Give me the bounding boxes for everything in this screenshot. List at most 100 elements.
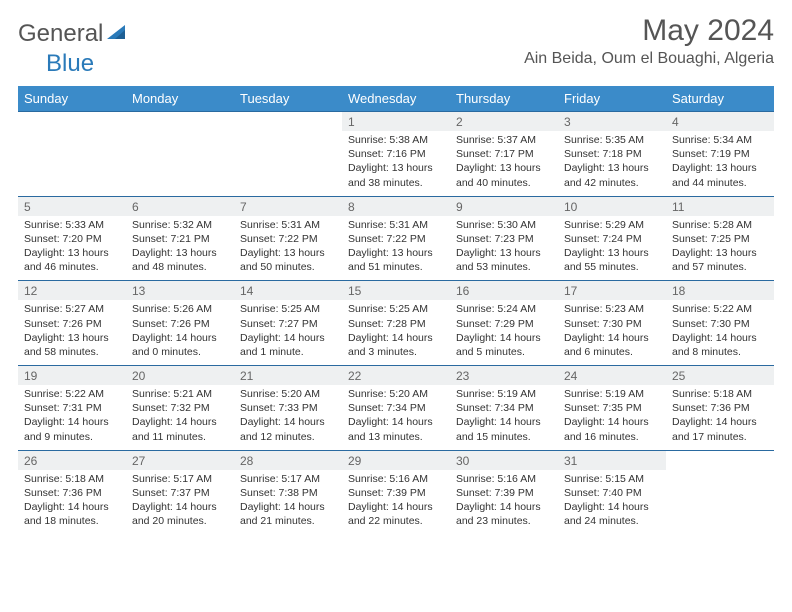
day-detail-cell: Sunrise: 5:27 AMSunset: 7:26 PMDaylight:… <box>18 300 126 365</box>
daylight-text-1: Daylight: 13 hours <box>24 331 120 345</box>
daylight-text-1: Daylight: 13 hours <box>564 246 660 260</box>
day-detail-row: Sunrise: 5:27 AM Sunset: 7:26 PM Daylight:… <box>18 300 774 365</box>
daylight-text-2: and 0 minutes. <box>132 345 228 359</box>
day-detail-row: Sunrise: 5:38 AMSunset: 7:16 PMDaylight:… <box>18 131 774 196</box>
sunrise-text: Sunrise: 5:27 AM <box>24 302 120 316</box>
day-detail-row: Sunrise: 5:22 AMSunset: 7:31 PMDaylight:… <box>18 385 774 450</box>
logo-text-blue: Blue <box>46 50 94 78</box>
day-number-cell: 11 <box>666 196 774 216</box>
daylight-text-2: and 6 minutes. <box>564 345 660 359</box>
sunset-text: Sunset: 7:39 PM <box>456 486 552 500</box>
weekday-header-row: Sunday Monday Tuesday Wednesday Thursday… <box>18 86 774 112</box>
day-number-cell: 18 <box>666 281 774 301</box>
sunset-text: Sunset: 7:39 PM <box>348 486 444 500</box>
sunset-text: Sunset: 7:24 PM <box>564 232 660 246</box>
daylight-text-2: and 13 minutes. <box>348 430 444 444</box>
sunset-text: Sunset: 7:27 PM <box>240 317 336 331</box>
daylight-text-2: and 17 minutes. <box>672 430 768 444</box>
day-number-cell: 10 <box>558 196 666 216</box>
daylight-text-2: and 8 minutes. <box>672 345 768 359</box>
daylight-text-2: and 24 minutes. <box>564 514 660 528</box>
sunrise-text: Sunrise: 5:29 AM <box>564 218 660 232</box>
sunset-text: Sunset: 7:18 PM <box>564 147 660 161</box>
day-number-cell: 26 <box>18 450 126 470</box>
day-detail-cell: Sunrise: 5:35 AMSunset: 7:18 PMDaylight:… <box>558 131 666 196</box>
day-detail-cell: Sunrise: 5:16 AMSunset: 7:39 PMDaylight:… <box>450 470 558 535</box>
day-number-cell: 1 <box>342 112 450 132</box>
sunrise-text: Sunrise: 5:18 AM <box>24 472 120 486</box>
sunset-text: Sunset: 7:28 PM <box>348 317 444 331</box>
day-number-cell: 29 <box>342 450 450 470</box>
daylight-text-1: Daylight: 14 hours <box>564 415 660 429</box>
day-number-cell: 3 <box>558 112 666 132</box>
daylight-text-1: Daylight: 13 hours <box>24 246 120 260</box>
weekday-header: Saturday <box>666 86 774 112</box>
sunrise-text: Sunrise: 5:19 AM <box>456 387 552 401</box>
day-detail-cell: Sunrise: 5:29 AMSunset: 7:24 PMDaylight:… <box>558 216 666 281</box>
day-number-cell: 5 <box>18 196 126 216</box>
sunrise-text: Sunrise: 5:23 AM <box>564 302 660 316</box>
day-detail-cell <box>126 131 234 196</box>
day-number-cell: 2 <box>450 112 558 132</box>
daylight-text-1: Daylight: 14 hours <box>24 415 120 429</box>
daylight-text-1: Daylight: 13 hours <box>456 161 552 175</box>
sunrise-text: Sunrise: 5:28 AM <box>672 218 768 232</box>
calendar-table: Sunday Monday Tuesday Wednesday Thursday… <box>18 86 774 534</box>
day-number-cell: 28 <box>234 450 342 470</box>
daylight-text-2: and 9 minutes. <box>24 430 120 444</box>
daylight-text-2: and 58 minutes. <box>24 345 120 359</box>
daylight-text-2: and 46 minutes. <box>24 260 120 274</box>
day-detail-cell: Sunrise: 5:23 AMSunset: 7:30 PMDaylight:… <box>558 300 666 365</box>
sunrise-text: Sunrise: 5:22 AM <box>24 387 120 401</box>
daylight-text-1: Daylight: 13 hours <box>456 246 552 260</box>
sunset-text: Sunset: 7:31 PM <box>24 401 120 415</box>
daylight-text-1: Daylight: 14 hours <box>348 415 444 429</box>
sunset-text: Sunset: 7:22 PM <box>348 232 444 246</box>
location: Ain Beida, Oum el Bouaghi, Algeria <box>524 50 774 68</box>
sunset-text: Sunset: 7:16 PM <box>348 147 444 161</box>
daylight-text-1: Daylight: 13 hours <box>564 161 660 175</box>
sunset-text: Sunset: 7:17 PM <box>456 147 552 161</box>
sunset-text: Sunset: 7:34 PM <box>456 401 552 415</box>
daylight-text-1: Daylight: 13 hours <box>132 246 228 260</box>
daylight-text-2: and 38 minutes. <box>348 176 444 190</box>
title-block: May 2024 Ain Beida, Oum el Bouaghi, Alge… <box>524 14 774 68</box>
daylight-text-1: Daylight: 13 hours <box>672 161 768 175</box>
sunset-text: Sunset: 7:36 PM <box>24 486 120 500</box>
sunset-text: Sunset: 7:25 PM <box>672 232 768 246</box>
weekday-header: Monday <box>126 86 234 112</box>
sunset-text: Sunset: 7:33 PM <box>240 401 336 415</box>
sunset-text: Sunset: 7:34 PM <box>348 401 444 415</box>
day-detail-row: Sunrise: 5:18 AMSunset: 7:36 PMDaylight:… <box>18 470 774 535</box>
daylight-text-2: and 57 minutes. <box>672 260 768 274</box>
sunrise-text: Sunrise: 5:24 AM <box>456 302 552 316</box>
daylight-text-1: Daylight: 14 hours <box>456 415 552 429</box>
sunrise-text: Sunrise: 5:16 AM <box>456 472 552 486</box>
day-detail-cell <box>666 470 774 535</box>
daylight-text-1: Daylight: 14 hours <box>240 415 336 429</box>
day-detail-cell: Sunrise: 5:17 AMSunset: 7:37 PMDaylight:… <box>126 470 234 535</box>
sunset-text: Sunset: 7:40 PM <box>564 486 660 500</box>
sunrise-text: Sunrise: 5:30 AM <box>456 218 552 232</box>
sunset-text: Sunset: 7:26 PM <box>132 317 228 331</box>
logo-text-general: General <box>18 20 103 48</box>
sunrise-text: Sunrise: 5:17 AM <box>240 472 336 486</box>
daylight-text-2: and 55 minutes. <box>564 260 660 274</box>
day-detail-cell: Sunrise: 5:25 AMSunset: 7:28 PMDaylight:… <box>342 300 450 365</box>
day-detail-cell: Sunrise: 5:37 AMSunset: 7:17 PMDaylight:… <box>450 131 558 196</box>
daylight-text-1: Daylight: 14 hours <box>564 331 660 345</box>
day-detail-cell: Sunrise: 5:18 AMSunset: 7:36 PMDaylight:… <box>18 470 126 535</box>
daylight-text-1: Daylight: 14 hours <box>132 415 228 429</box>
daylight-text-1: Daylight: 13 hours <box>348 161 444 175</box>
weekday-header: Wednesday <box>342 86 450 112</box>
sunrise-text: Sunrise: 5:20 AM <box>240 387 336 401</box>
day-detail-cell: Sunrise: 5:20 AMSunset: 7:33 PMDaylight:… <box>234 385 342 450</box>
daylight-text-1: Daylight: 13 hours <box>348 246 444 260</box>
sunset-text: Sunset: 7:20 PM <box>24 232 120 246</box>
day-detail-cell: Sunrise: 5:38 AMSunset: 7:16 PMDaylight:… <box>342 131 450 196</box>
sunset-text: Sunset: 7:38 PM <box>240 486 336 500</box>
day-detail-cell: Sunrise: 5:19 AMSunset: 7:35 PMDaylight:… <box>558 385 666 450</box>
daylight-text-2: and 53 minutes. <box>456 260 552 274</box>
sunset-text: Sunset: 7:29 PM <box>456 317 552 331</box>
sunrise-text: Sunrise: 5:25 AM <box>348 302 444 316</box>
